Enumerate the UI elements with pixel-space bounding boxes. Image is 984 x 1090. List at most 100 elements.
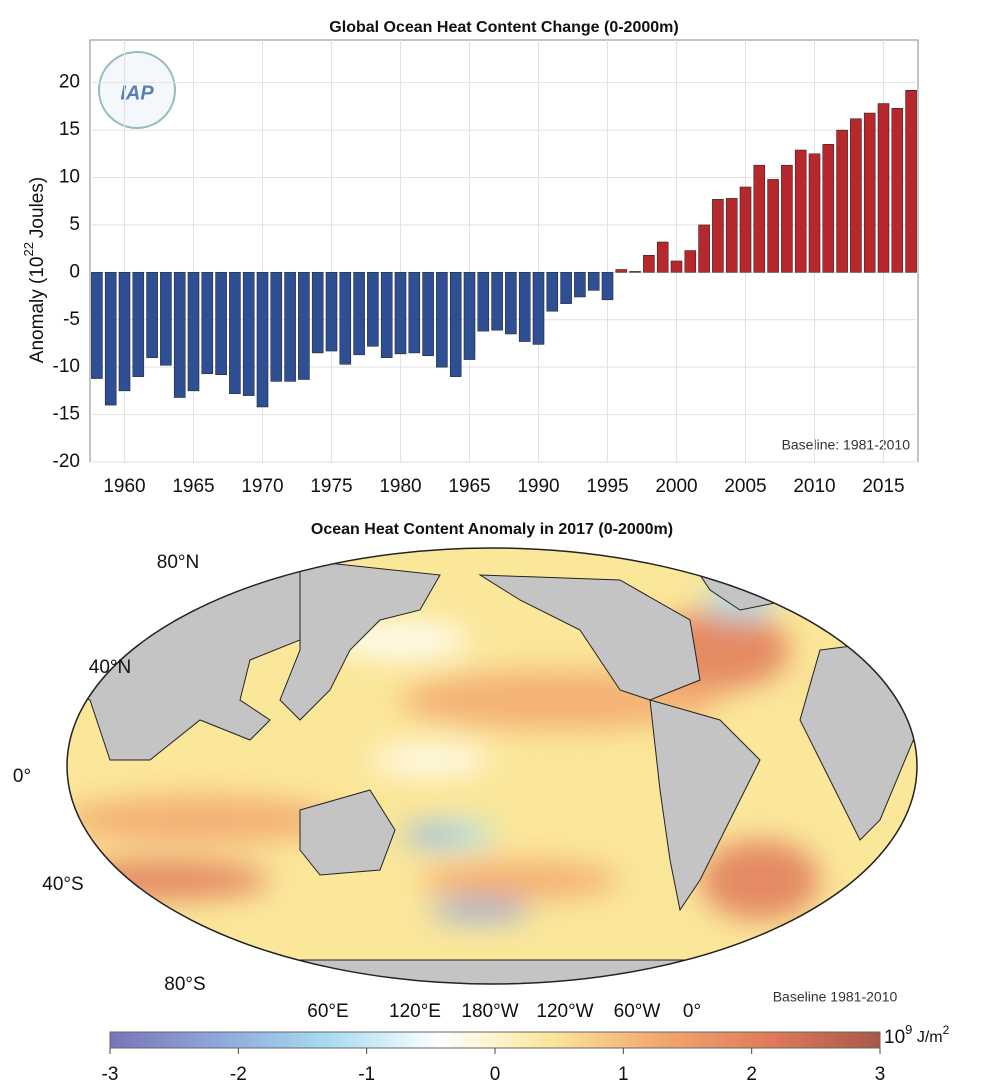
x-tick-label: 1960 (103, 476, 145, 497)
bar (863, 112, 876, 273)
lon-label: 120°E (389, 1001, 441, 1022)
y-axis-label-exponent: 22 (21, 242, 36, 256)
bar (505, 272, 517, 335)
y-tick-label: -10 (53, 356, 80, 377)
bar (408, 272, 421, 354)
x-tick-label: 1980 (379, 476, 421, 497)
bar (587, 272, 600, 291)
y-tick-label: 5 (69, 214, 80, 235)
bar (436, 272, 448, 368)
map-title: Ocean Heat Content Anomaly in 2017 (0-20… (311, 521, 673, 538)
x-tick-label: 2010 (793, 476, 835, 497)
logo-circle (98, 51, 176, 129)
bar (877, 103, 890, 273)
colorbar-tick-label: -3 (102, 1064, 119, 1085)
bar (256, 272, 269, 408)
lat-label: 0° (13, 766, 31, 787)
bar (532, 272, 545, 345)
y-tick-label: -20 (53, 451, 80, 472)
colorbar-tick-label: 3 (875, 1064, 886, 1085)
colorbar-label: 109 J/m2 (884, 1022, 950, 1048)
bar (146, 272, 158, 358)
logo: IAP (98, 51, 176, 129)
bar (298, 272, 310, 380)
bar (477, 272, 490, 332)
x-tick-label: 1975 (310, 476, 352, 497)
bar (367, 272, 379, 347)
lon-label: 0° (683, 1001, 701, 1022)
x-tick-label: 2000 (655, 476, 697, 497)
map (67, 548, 917, 984)
bar (449, 272, 462, 377)
bar (836, 129, 848, 273)
bar (546, 272, 559, 312)
bar (725, 198, 738, 273)
annotation: Baseline: 1981-2010 (782, 437, 911, 453)
anomaly-patch (700, 840, 820, 920)
logo-text: IAP (120, 82, 154, 104)
bar (325, 272, 338, 352)
ocean (67, 548, 917, 984)
lat-label: 80°N (157, 552, 199, 573)
y-tick-label: 20 (59, 72, 80, 93)
bar (794, 149, 807, 273)
lat-label: 40°S (42, 874, 83, 895)
bar (118, 272, 131, 392)
bar (104, 272, 117, 406)
lon-label: 60°E (307, 1001, 348, 1022)
colorbar-scale (109, 1031, 881, 1049)
anomaly-patch (67, 795, 340, 845)
continent (649, 699, 761, 912)
colorbar-label-unit: J/m (912, 1029, 942, 1046)
colorbar-tick-label: 1 (618, 1064, 629, 1085)
y-axis-label-base: Anomaly (10 (27, 257, 48, 364)
colorbar-label-unit-exponent: 2 (943, 1023, 950, 1037)
bar (643, 255, 655, 273)
lon-label: 180°W (461, 1001, 518, 1022)
x-tick-label: 1965 (172, 476, 214, 497)
x-tick-label: 1970 (241, 476, 283, 497)
bar (574, 272, 586, 298)
bar (767, 179, 779, 273)
bar (712, 199, 724, 273)
plot-frame (89, 39, 919, 463)
bar (491, 272, 503, 331)
bar (684, 250, 697, 273)
bar (160, 272, 172, 366)
colorbar-label-exponent: 9 (905, 1022, 912, 1037)
bar (270, 272, 283, 382)
lon-label: 120°W (536, 1001, 593, 1022)
bar (463, 272, 476, 360)
y-axis-label-unit: Joules) (27, 177, 48, 238)
x-tick-label: 1965 (448, 476, 490, 497)
map-outline (66, 547, 918, 985)
lon-label: 60°W (614, 1001, 661, 1022)
bar (311, 272, 324, 354)
bar (518, 272, 531, 342)
bar (850, 118, 862, 273)
bar (739, 186, 752, 273)
bar (781, 164, 793, 273)
bar (422, 272, 434, 357)
bar (380, 272, 393, 358)
bar (201, 272, 214, 375)
bar (91, 272, 103, 379)
colorbar-tick-label: 2 (746, 1064, 757, 1085)
lat-label: 40°N (89, 657, 131, 678)
bar (560, 272, 572, 304)
bar (615, 269, 628, 273)
x-tick-label: 2005 (724, 476, 766, 497)
colorbar-label-base: 10 (884, 1027, 905, 1048)
bar (601, 272, 614, 301)
bar (132, 272, 145, 377)
bar (173, 272, 186, 398)
x-tick-label: 2015 (862, 476, 904, 497)
continent (279, 559, 441, 721)
colorbar-tick-label: -1 (358, 1064, 375, 1085)
y-tick-label: 15 (59, 119, 80, 140)
bar (670, 260, 683, 273)
y-tick-label: -15 (53, 404, 80, 425)
lat-label: 80°S (164, 974, 205, 995)
anomaly-patch (400, 827, 460, 843)
